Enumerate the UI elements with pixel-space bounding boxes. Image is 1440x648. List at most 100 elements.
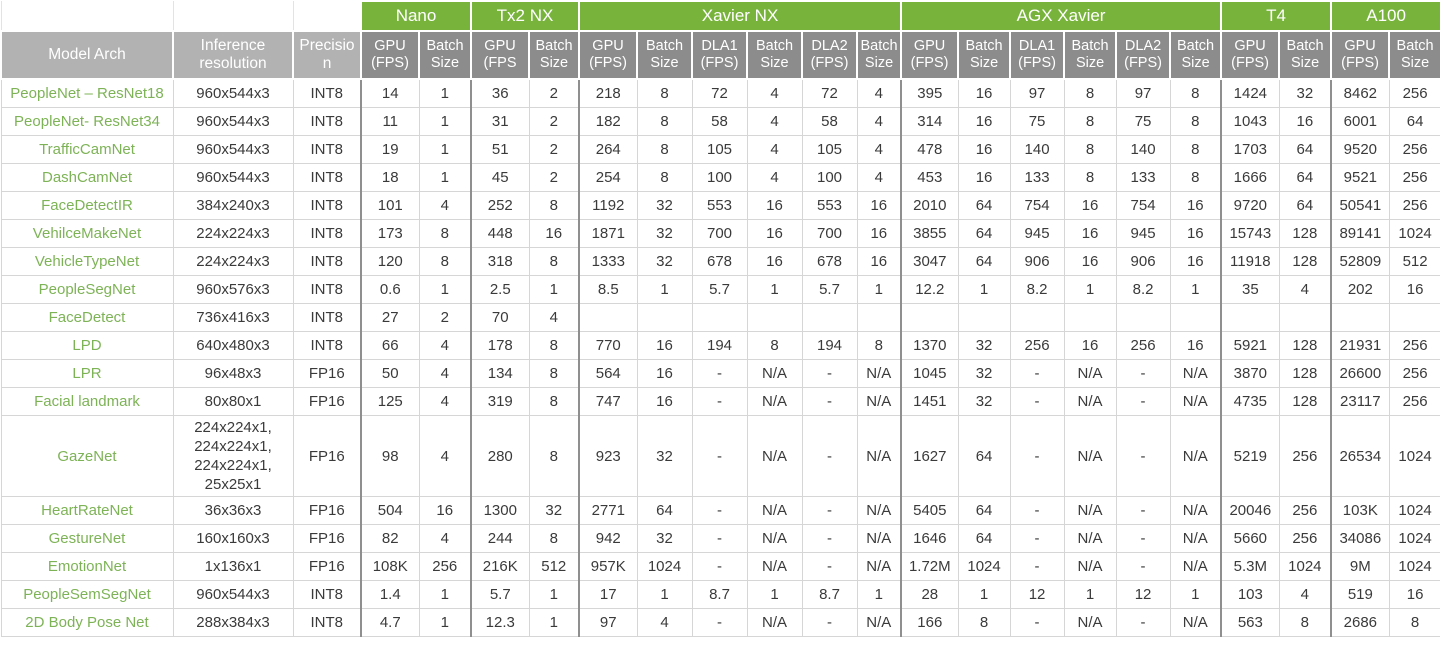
model-name-cell: LPR xyxy=(0,359,174,388)
value-cell: 128 xyxy=(1278,331,1332,360)
value-cell: 8.5 xyxy=(578,275,638,304)
value-cell: 1 xyxy=(418,275,472,304)
value-cell: 906 xyxy=(1009,247,1065,276)
precision-cell: FP16 xyxy=(292,415,362,497)
column-header-gpu-fps: GPU (FPS) xyxy=(1330,30,1391,80)
value-cell: 3870 xyxy=(1220,359,1280,388)
value-cell: - xyxy=(801,496,858,525)
table-row-lpd: LPD 640x480x3 INT8 66 4 178 8 770 16 194 8 194 8 1370… xyxy=(0,331,1440,360)
value-cell: 12 xyxy=(1115,580,1171,609)
value-cell: 128 xyxy=(1278,219,1332,248)
value-cell: 133 xyxy=(1009,163,1065,192)
value-cell: 8462 xyxy=(1330,78,1390,108)
value-cell: N/A xyxy=(746,415,803,497)
value-cell: N/A xyxy=(856,415,902,497)
value-cell: 8.2 xyxy=(1009,275,1065,304)
value-cell: 4 xyxy=(418,524,472,553)
value-cell: 256 xyxy=(1388,135,1440,164)
value-cell: 64 xyxy=(1278,135,1332,164)
value-cell: 9521 xyxy=(1330,163,1390,192)
value-cell: 563 xyxy=(1220,608,1280,637)
group-header-xavier-nx: Xavier NX xyxy=(578,0,903,32)
value-cell: 14 xyxy=(360,78,420,108)
value-cell: - xyxy=(801,359,858,388)
value-cell: 2.5 xyxy=(470,275,530,304)
value-cell: 4 xyxy=(746,135,803,164)
value-cell: N/A xyxy=(746,552,803,581)
model-name-cell: GazeNet xyxy=(0,415,174,497)
value-cell: 678 xyxy=(801,247,858,276)
model-name-cell: TrafficCamNet xyxy=(0,135,174,164)
value-cell: 16 xyxy=(418,496,472,525)
value-cell: 1 xyxy=(528,275,580,304)
group-header-nano: Nano xyxy=(359,0,473,32)
resolution-cell: 36x36x3 xyxy=(172,496,294,525)
value-cell: 512 xyxy=(1388,247,1440,276)
value-cell: 1451 xyxy=(900,387,959,416)
value-cell: 125 xyxy=(360,387,420,416)
model-name-cell: LPD xyxy=(0,331,174,360)
model-name-cell: 2D Body Pose Net xyxy=(0,608,174,637)
value-cell: 8 xyxy=(636,135,693,164)
value-cell: 8 xyxy=(528,191,580,220)
value-cell: 16 xyxy=(1388,275,1440,304)
value-cell xyxy=(1330,303,1390,332)
value-cell: 8 xyxy=(418,219,472,248)
resolution-cell: 224x224x3 xyxy=(172,247,294,276)
value-cell: 2 xyxy=(528,135,580,164)
header-spacer xyxy=(292,1,362,32)
value-cell: 16 xyxy=(957,163,1011,192)
value-cell: 8 xyxy=(528,247,580,276)
value-cell: 1627 xyxy=(900,415,959,497)
value-cell: 1 xyxy=(636,275,693,304)
value-cell: 8 xyxy=(528,331,580,360)
value-cell: 318 xyxy=(470,247,530,276)
value-cell: 5.7 xyxy=(691,275,748,304)
value-cell: 16 xyxy=(1063,331,1117,360)
value-cell: 256 xyxy=(1388,163,1440,192)
value-cell: - xyxy=(1009,608,1065,637)
resolution-cell: 80x80x1 xyxy=(172,387,294,416)
value-cell: 120 xyxy=(360,247,420,276)
value-cell: 3855 xyxy=(900,219,959,248)
value-cell: N/A xyxy=(746,524,803,553)
value-cell: 770 xyxy=(578,331,638,360)
value-cell: 8.7 xyxy=(801,580,858,609)
column-header-batch-size: Batch Size xyxy=(417,30,473,80)
table-row-gazenet: GazeNet 224x224x1, 224x224x1, 224x224x1, … xyxy=(0,415,1440,497)
model-name-cell: PeopleSemSegNet xyxy=(0,580,174,609)
value-cell: 97 xyxy=(1009,78,1065,108)
value-cell: 1 xyxy=(1169,275,1222,304)
value-cell: 20046 xyxy=(1220,496,1280,525)
resolution-cell: 96x48x3 xyxy=(172,359,294,388)
table-row-facedetectir: FaceDetectIR 384x240x3 INT8 101 4 252 8 1192 32 5… xyxy=(0,191,1440,220)
value-cell: 256 xyxy=(1278,496,1332,525)
value-cell: - xyxy=(691,387,748,416)
value-cell: N/A xyxy=(1063,524,1117,553)
value-cell: 4 xyxy=(1278,275,1332,304)
value-cell: 1 xyxy=(528,608,580,637)
value-cell: 453 xyxy=(900,163,959,192)
resolution-cell: 960x544x3 xyxy=(172,163,294,192)
value-cell: - xyxy=(691,608,748,637)
value-cell: 16 xyxy=(636,359,693,388)
value-cell: 50 xyxy=(360,359,420,388)
value-cell: 1043 xyxy=(1220,107,1280,136)
column-header-dla2-fps: DLA2 (FPS) xyxy=(801,30,859,80)
model-name-cell: PeopleNet- ResNet34 xyxy=(0,107,174,136)
column-header-dla1-fps: DLA1 (FPS) xyxy=(1009,30,1066,80)
column-header-dla1-fps: DLA1 (FPS) xyxy=(691,30,749,80)
value-cell: - xyxy=(1115,387,1171,416)
value-cell: N/A xyxy=(746,387,803,416)
model-name-cell: FaceDetect xyxy=(0,303,174,332)
value-cell: 1.72M xyxy=(900,552,959,581)
value-cell: 8 xyxy=(636,78,693,108)
value-cell: 64 xyxy=(1278,191,1332,220)
value-cell: 16 xyxy=(636,331,693,360)
precision-cell: INT8 xyxy=(292,191,362,220)
value-cell: 17 xyxy=(578,580,638,609)
value-cell: 512 xyxy=(528,552,580,581)
value-cell: 564 xyxy=(578,359,638,388)
value-cell: 16 xyxy=(1063,219,1117,248)
value-cell: 2 xyxy=(528,163,580,192)
